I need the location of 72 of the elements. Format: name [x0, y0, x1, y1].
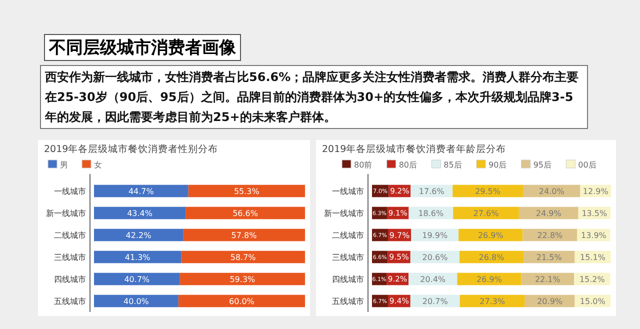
data-label: 60.0%	[228, 296, 255, 306]
bar	[178, 294, 305, 308]
data-label: 21.5%	[536, 252, 562, 262]
data-label: 43.4%	[127, 208, 153, 218]
text: 西安作为新一线城市，女性消费者占比56.6%；品牌应更多关注女性消费者需求。消费人群分布主要在25-30岁（90后、95后）之间。品牌目前的消费群体为30+的女性偏多，本次升级规划品牌3-5年的发展，因此需要考虑目前为25+的未来客户群体。	[40, 65, 588, 129]
y-tick-label: 三线城市	[54, 253, 86, 262]
data-label: 59.3%	[230, 274, 256, 284]
data-label: 57.8%	[231, 230, 258, 240]
data-label: 15.1%	[580, 252, 606, 262]
y-tick-label: 二线城市	[54, 231, 86, 240]
y-tick-label: 四线城市	[54, 275, 86, 284]
data-label: 27.6%	[473, 208, 500, 218]
legend-label: 80后	[398, 160, 418, 170]
data-label: 17.6%	[418, 186, 445, 196]
legend-label: 95后	[533, 160, 552, 170]
bar	[188, 184, 305, 198]
legend-label: 00后	[578, 160, 596, 170]
data-label: 13.5%	[582, 208, 608, 218]
bar	[94, 250, 182, 264]
data-label: 41.3%	[124, 252, 151, 262]
legend-label: 90后	[488, 160, 507, 170]
data-label: 22.1%	[534, 274, 561, 284]
data-label: 12.9%	[582, 186, 609, 196]
bar	[186, 206, 305, 220]
data-label: 55.3%	[234, 186, 260, 196]
y-tick-label: 三线城市	[332, 253, 364, 262]
bar	[94, 272, 180, 286]
data-label: 58.7%	[230, 252, 256, 262]
data-label: 19.9%	[422, 230, 448, 240]
data-label: 15.2%	[579, 274, 606, 284]
y-tick-label: 五线城市	[54, 297, 86, 306]
data-label: 44.7%	[128, 186, 154, 196]
bar	[183, 228, 305, 242]
data-label: 24.0%	[538, 186, 565, 196]
data-label: 20.4%	[420, 274, 446, 284]
bar	[181, 250, 305, 264]
y-tick-label: 一线城市	[54, 187, 86, 196]
data-label: 29.5%	[475, 186, 501, 196]
bar	[94, 206, 186, 220]
data-label: 20.6%	[422, 252, 448, 262]
data-label: 26.9%	[476, 274, 502, 284]
legend-label: 80前	[354, 160, 372, 170]
legend-label: 男	[60, 160, 68, 170]
chart-title: 2019年各层级城市餐饮消费者年龄层分布	[322, 143, 506, 155]
y-tick-label: 二线城市	[332, 231, 364, 240]
y-tick-label: 五线城市	[332, 297, 364, 306]
y-tick-label: 新一线城市	[46, 209, 86, 218]
y-tick-label: 四线城市	[332, 275, 364, 284]
bar	[180, 272, 305, 286]
bar	[94, 184, 188, 198]
data-label: 27.3%	[480, 296, 506, 306]
data-label: 18.6%	[418, 208, 444, 218]
legend-label: 85后	[444, 160, 462, 170]
data-label: 56.6%	[232, 208, 258, 218]
data-label: 40.0%	[123, 296, 150, 306]
data-label: 26.8%	[478, 252, 505, 262]
y-tick-label: 一线城市	[332, 187, 364, 196]
bar	[94, 294, 178, 308]
legend-label: 女	[94, 160, 102, 170]
data-label: 13.9%	[580, 230, 607, 240]
data-label: 15.0%	[580, 296, 606, 306]
chart-title: 2019年各层级城市餐饮消费者性别分布	[44, 143, 218, 155]
data-label: 42.2%	[126, 230, 152, 240]
text: 不同层级城市消费者画像	[44, 34, 241, 61]
data-label: 24.9%	[536, 208, 562, 218]
data-label: 22.8%	[537, 230, 564, 240]
data-label: 40.7%	[124, 274, 150, 284]
data-label: 20.7%	[422, 296, 448, 306]
y-tick-label: 新一线城市	[324, 209, 364, 218]
bar	[94, 228, 184, 242]
data-label: 26.9%	[478, 230, 504, 240]
data-label: 20.9%	[537, 296, 563, 306]
